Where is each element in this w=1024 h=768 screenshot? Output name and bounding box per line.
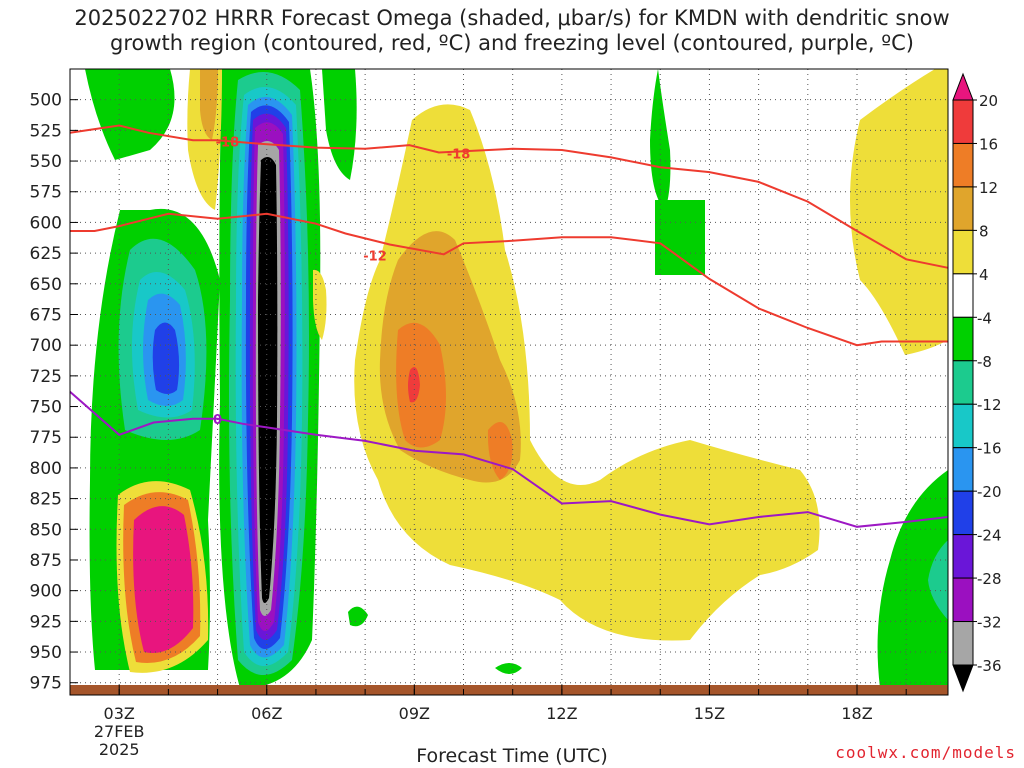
chart-title: 2025022702 HRRR Forecast Omega (shaded, … bbox=[0, 6, 1024, 56]
y-tick-label: 750 bbox=[30, 398, 62, 418]
y-tick-label: 850 bbox=[30, 520, 62, 540]
omega-region-negative-08z-small bbox=[348, 606, 368, 627]
colorbar-top-arrow bbox=[952, 72, 974, 101]
y-tick-label: 925 bbox=[30, 612, 62, 632]
y-tick-label: 825 bbox=[30, 490, 62, 510]
y-tick-label: 875 bbox=[30, 551, 62, 571]
omega-region-positive-upper-small-orange bbox=[200, 69, 218, 140]
colorbar-bin bbox=[952, 621, 974, 666]
x-tick-label: 12Z bbox=[546, 704, 577, 723]
colorbar-tick-label: -24 bbox=[977, 527, 1002, 545]
colorbar-bin bbox=[952, 273, 974, 318]
omega-region-negative-08z bbox=[322, 69, 357, 180]
colorbar-bin bbox=[952, 316, 974, 362]
y-tick-label: 650 bbox=[30, 275, 62, 295]
colorbar-bin bbox=[952, 447, 974, 492]
chart-title-line2: growth region (contoured, red, ºC) and f… bbox=[110, 31, 914, 55]
colorbar-tick-label: 16 bbox=[979, 135, 998, 153]
x-tick-sublabel: 2025 bbox=[99, 740, 140, 759]
colorbar-tick-label: -32 bbox=[977, 614, 1002, 632]
colorbar-bin bbox=[952, 360, 974, 405]
x-tick-label: 15Z bbox=[694, 704, 725, 723]
omega-region-positive-wisp bbox=[313, 269, 327, 340]
omega-region-negative-10z-small bbox=[495, 663, 522, 674]
colorbar-tick-label: 12 bbox=[979, 179, 998, 197]
colorbar-tick-label: -4 bbox=[977, 309, 992, 327]
colorbar-bin bbox=[952, 403, 974, 449]
y-tick-label: 975 bbox=[30, 674, 62, 694]
y-tick-label: 800 bbox=[30, 459, 62, 479]
colorbar-tick-label: -36 bbox=[977, 657, 1002, 675]
x-tick-label: 03Z bbox=[104, 704, 135, 723]
colorbar-tick-label: -8 bbox=[977, 353, 992, 371]
omega-region-positive-plume bbox=[354, 104, 820, 641]
contour-label: 0 bbox=[213, 413, 222, 428]
colorbar-bin bbox=[952, 142, 974, 188]
y-tick-label: 550 bbox=[30, 152, 62, 172]
omega-column-black bbox=[258, 156, 278, 603]
omega-region-positive-plume-orange-2 bbox=[487, 422, 513, 480]
omega-region-teal-lower-right bbox=[928, 540, 948, 620]
colorbar-tick-label: -12 bbox=[977, 396, 1002, 414]
colorbar: 20 16 12 8 4 -4 -8 -12 -16 -20 -24 -28 -32 -36 bbox=[952, 72, 1002, 693]
omega-region-positive-upper-right bbox=[850, 69, 948, 355]
colorbar-bin bbox=[952, 577, 974, 623]
colorbar-bottom-arrow bbox=[952, 664, 974, 693]
y-tick-label: 725 bbox=[30, 367, 62, 387]
x-tick-label: 06Z bbox=[251, 704, 282, 723]
contour-label: -12 bbox=[363, 250, 387, 265]
y-axis-ticks: 500 525 550 575 600 625 650 675 700 725 750 775 800 8… bbox=[30, 91, 78, 694]
colorbar-bin bbox=[952, 490, 974, 536]
contour-lines: -18 -18 -12 0 bbox=[69, 124, 949, 528]
y-tick-label: 775 bbox=[30, 428, 62, 448]
colorbar-tick-label: -20 bbox=[977, 483, 1002, 501]
colorbar-tick-label: -28 bbox=[977, 570, 1002, 588]
colorbar-tick-label: 20 bbox=[979, 92, 998, 110]
colorbar-tick-label: -16 bbox=[977, 440, 1002, 458]
y-tick-label: 675 bbox=[30, 305, 62, 325]
colorbar-bin bbox=[952, 186, 974, 231]
colorbar-bin bbox=[952, 99, 974, 144]
y-tick-label: 700 bbox=[30, 336, 62, 356]
site-credit[interactable]: coolwx.com/models bbox=[835, 743, 1016, 762]
colorbar-tick-label: 8 bbox=[979, 222, 989, 240]
chart-title-line1: 2025022702 HRRR Forecast Omega (shaded, … bbox=[74, 6, 950, 30]
y-tick-label: 600 bbox=[30, 213, 62, 233]
colorbar-bin bbox=[952, 534, 974, 579]
freezing-level-contour bbox=[69, 391, 949, 528]
omega-region-positive-lower-left-pink bbox=[133, 506, 194, 653]
x-tick-sublabel: 27FEB bbox=[94, 722, 145, 741]
dgz-contour bbox=[69, 124, 949, 269]
y-tick-label: 625 bbox=[30, 244, 62, 264]
x-axis-label: Forecast Time (UTC) bbox=[416, 745, 608, 767]
omega-region-negative-14z bbox=[655, 200, 705, 275]
omega-shading bbox=[70, 69, 948, 695]
contour-label: -18 bbox=[447, 148, 471, 163]
y-tick-label: 575 bbox=[30, 183, 62, 203]
y-tick-label: 525 bbox=[30, 121, 62, 141]
colorbar-bin bbox=[952, 229, 974, 275]
y-tick-label: 950 bbox=[30, 643, 62, 663]
omega-region-darkblue-left bbox=[152, 322, 180, 394]
omega-region-negative-left bbox=[85, 69, 175, 160]
y-tick-label: 900 bbox=[30, 582, 62, 602]
x-tick-label: 09Z bbox=[399, 704, 430, 723]
ground-surface bbox=[70, 685, 948, 695]
contour-label: -18 bbox=[216, 135, 240, 150]
dgz-contour bbox=[70, 212, 948, 347]
omega-region-positive-plume-orange bbox=[396, 322, 446, 448]
x-tick-label: 18Z bbox=[841, 704, 872, 723]
y-tick-label: 500 bbox=[30, 91, 62, 111]
plot-frame bbox=[69, 68, 949, 696]
colorbar-tick-label: 4 bbox=[979, 266, 989, 284]
omega-region-negative-lower-right bbox=[877, 470, 948, 688]
